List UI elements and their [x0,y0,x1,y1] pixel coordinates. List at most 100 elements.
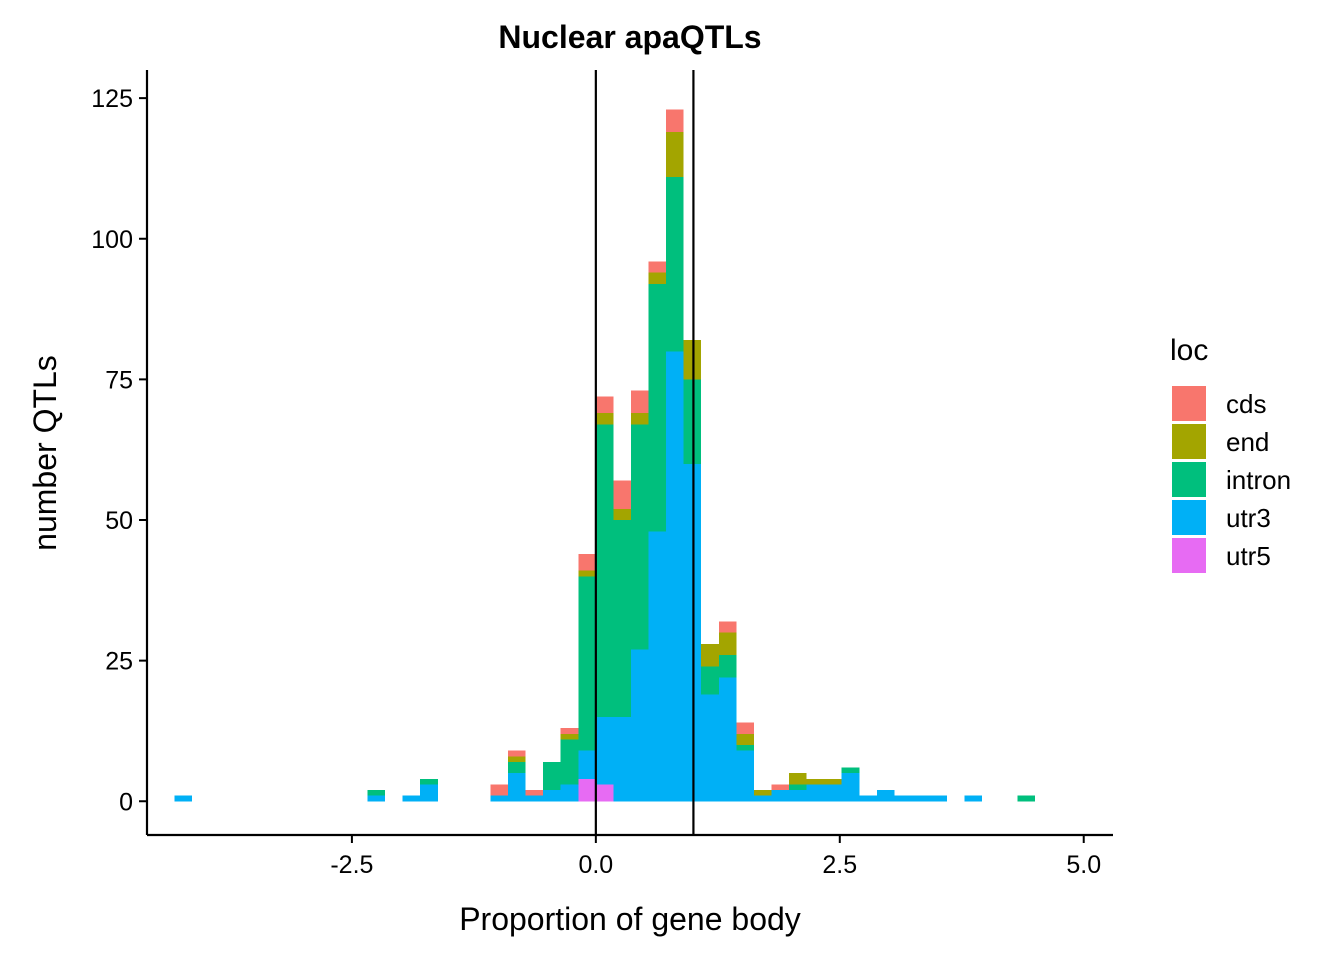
bar-segment-utr3 [630,649,649,802]
legend: loc cds end intron utr3 utr5 [1170,334,1291,573]
bar-segment-utr3 [420,784,438,802]
bar-segment-cds [508,750,526,757]
bar-segment-cds [666,109,684,132]
bar-segment-end [613,508,631,520]
bar-segment-utr3 [964,795,983,802]
bar-segment-utr3 [876,790,895,802]
x-tick-label: -2.5 [330,851,373,879]
bar-segment-cds [771,784,790,791]
bar-segment-cds [736,722,754,734]
bar-segment-utr5 [595,784,614,802]
bar-segment-intron [578,576,596,751]
bar-segment-utr3 [929,795,948,802]
bar-segment-utr3 [525,795,544,802]
bar-segment-intron [736,745,754,751]
reference-lines [594,70,695,835]
legend-label-end: end [1226,427,1269,457]
bar-segment-intron [666,176,684,352]
bar-segment-utr3 [560,784,579,802]
y-tick-label: 0 [119,788,133,816]
bar-segment-end [824,778,842,785]
bar-segment-utr3 [174,795,192,802]
bar-segment-intron [789,784,807,791]
bar-segment-utr5 [578,778,596,802]
bar-segment-utr3 [490,795,509,802]
bar-segment-end [595,413,614,425]
bar-segment-utr3 [859,795,877,802]
bar-segment-utr3 [543,790,561,802]
bar-segment-utr3 [402,795,421,802]
bar-segment-utr3 [806,784,825,802]
legend-swatch-utr3 [1172,500,1206,535]
bar-segment-utr3 [753,795,772,802]
legend-swatch-intron [1172,462,1206,497]
bar-segment-end [560,733,579,740]
bar-segment-intron [701,666,719,695]
legend-swatch-cds [1172,386,1206,421]
bar-segment-intron [648,283,667,532]
bar-segment-utr3 [841,773,860,802]
bar-segment-end [753,790,772,796]
bar-segment-utr3 [648,531,667,802]
bar-segment-end [701,643,719,667]
bar-segment-end [789,773,807,785]
bar-segment-intron [613,520,631,717]
bar-segment-utr3 [613,716,631,802]
y-tick-label: 25 [105,648,133,676]
bar-segment-intron [630,424,649,650]
bar-segment-utr3 [911,795,930,802]
y-tick-label: 75 [105,366,133,394]
bar-segment-utr3 [718,677,737,802]
y-axis-ticks: 0 25 50 75 100 125 [91,85,147,816]
bar-segment-cds [490,784,509,796]
bar-segment-intron [841,767,860,774]
legend-label-intron: intron [1226,465,1291,495]
y-tick-label: 50 [105,507,133,535]
bar-segment-intron [718,655,737,678]
bar-segment-end [806,778,825,785]
bar-segment-cds [630,390,649,414]
bar-segment-utr3 [367,795,386,802]
bar-segment-intron [420,778,438,785]
bar-segment-cds [560,728,579,734]
x-axis-title: Proportion of gene body [459,901,801,937]
bar-segment-cds [718,621,737,633]
bar-segment-cds [595,396,614,414]
bar-segment-intron [595,424,614,717]
bar-segment-intron [508,761,526,774]
bar-segment-utr3 [508,773,526,802]
bar-segment-end [736,733,754,745]
bar-segment-utr3 [789,790,807,802]
bar-segment-end [630,413,649,425]
bar-segment-utr3 [666,351,684,802]
legend-label-utr3: utr3 [1226,503,1271,533]
legend-label-cds: cds [1226,389,1266,419]
legend-label-utr5: utr5 [1226,541,1271,571]
chart-title: Nuclear apaQTLs [498,19,761,55]
bar-segment-utr3 [736,750,754,802]
x-tick-label: 2.5 [822,851,857,879]
bar-segment-intron [543,761,561,791]
bar-segment-utr3 [701,694,719,802]
bar-segment-cds [525,790,544,796]
y-axis-title: number QTLs [27,355,63,551]
bar-segment-cds [578,553,596,571]
x-tick-label: 5.0 [1066,851,1101,879]
x-tick-label: 0.0 [578,851,613,879]
legend-swatch-utr5 [1172,538,1206,573]
bar-segment-utr3 [595,716,614,785]
y-tick-label: 100 [91,226,133,254]
legend-title: loc [1170,334,1208,367]
bars-group [174,109,1035,802]
legend-swatch-end [1172,424,1206,459]
x-axis-ticks: -2.5 0.0 2.5 5.0 [330,835,1101,879]
bar-segment-end [508,756,526,762]
bar-segment-end [648,272,667,284]
bar-segment-utr3 [578,750,596,779]
bar-segment-end [718,632,737,655]
bar-segment-utr3 [824,784,842,802]
bar-segment-utr3 [771,790,790,802]
bar-segment-intron [367,790,386,796]
bar-segment-utr3 [894,795,912,802]
